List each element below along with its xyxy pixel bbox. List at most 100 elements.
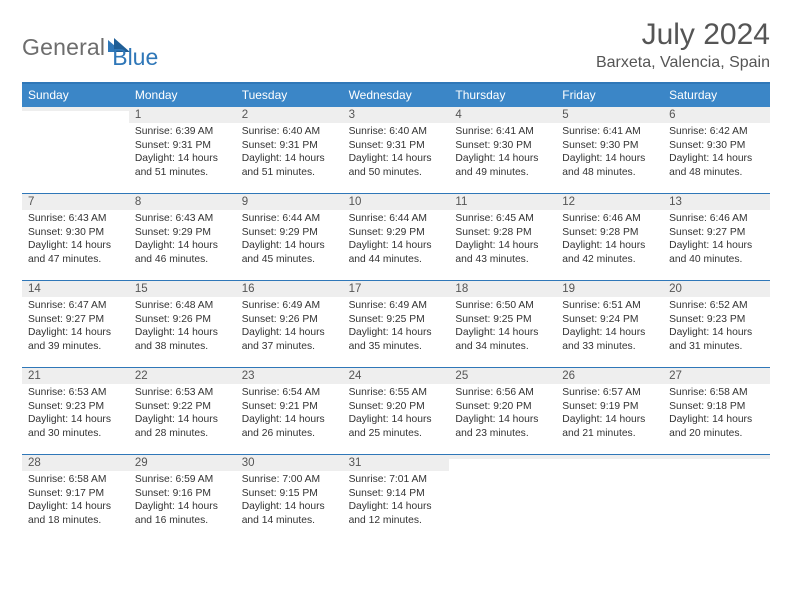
day-number: 26 [556, 368, 663, 384]
sunset-text: Sunset: 9:30 PM [28, 226, 123, 240]
sunset-text: Sunset: 9:25 PM [349, 313, 444, 327]
day-number: 17 [343, 281, 450, 297]
calendar-cell [22, 107, 129, 193]
daylight-text: Daylight: 14 hours and 18 minutes. [28, 500, 123, 527]
sunset-text: Sunset: 9:19 PM [562, 400, 657, 414]
daylight-text: Daylight: 14 hours and 26 minutes. [242, 413, 337, 440]
sunrise-text: Sunrise: 6:40 AM [349, 125, 444, 139]
day-number: 18 [449, 281, 556, 297]
calendar-cell: 8Sunrise: 6:43 AMSunset: 9:29 PMDaylight… [129, 194, 236, 280]
calendar-cell: 15Sunrise: 6:48 AMSunset: 9:26 PMDayligh… [129, 281, 236, 367]
sunrise-text: Sunrise: 6:49 AM [349, 299, 444, 313]
dayname-sat: Saturday [663, 84, 770, 107]
sunset-text: Sunset: 9:18 PM [669, 400, 764, 414]
calendar-cell [556, 455, 663, 541]
sunrise-text: Sunrise: 6:43 AM [28, 212, 123, 226]
daylight-text: Daylight: 14 hours and 45 minutes. [242, 239, 337, 266]
day-details: Sunrise: 6:41 AMSunset: 9:30 PMDaylight:… [449, 123, 556, 183]
sunset-text: Sunset: 9:17 PM [28, 487, 123, 501]
sunset-text: Sunset: 9:29 PM [135, 226, 230, 240]
sunrise-text: Sunrise: 6:53 AM [135, 386, 230, 400]
daylight-text: Daylight: 14 hours and 49 minutes. [455, 152, 550, 179]
calendar-cell: 25Sunrise: 6:56 AMSunset: 9:20 PMDayligh… [449, 368, 556, 454]
day-number: 11 [449, 194, 556, 210]
calendar-cell: 7Sunrise: 6:43 AMSunset: 9:30 PMDaylight… [22, 194, 129, 280]
daylight-text: Daylight: 14 hours and 37 minutes. [242, 326, 337, 353]
day-number: 1 [129, 107, 236, 123]
location-label: Barxeta, Valencia, Spain [596, 54, 770, 72]
calendar-cell: 23Sunrise: 6:54 AMSunset: 9:21 PMDayligh… [236, 368, 343, 454]
sunrise-text: Sunrise: 6:52 AM [669, 299, 764, 313]
day-number: 27 [663, 368, 770, 384]
day-number: 9 [236, 194, 343, 210]
calendar-cell: 16Sunrise: 6:49 AMSunset: 9:26 PMDayligh… [236, 281, 343, 367]
day-details: Sunrise: 6:40 AMSunset: 9:31 PMDaylight:… [236, 123, 343, 183]
day-details: Sunrise: 6:46 AMSunset: 9:27 PMDaylight:… [663, 210, 770, 270]
calendar-cell: 22Sunrise: 6:53 AMSunset: 9:22 PMDayligh… [129, 368, 236, 454]
sunrise-text: Sunrise: 6:41 AM [455, 125, 550, 139]
calendar-cell: 1Sunrise: 6:39 AMSunset: 9:31 PMDaylight… [129, 107, 236, 193]
day-details: Sunrise: 7:01 AMSunset: 9:14 PMDaylight:… [343, 471, 450, 531]
daylight-text: Daylight: 14 hours and 44 minutes. [349, 239, 444, 266]
daylight-text: Daylight: 14 hours and 20 minutes. [669, 413, 764, 440]
sunset-text: Sunset: 9:23 PM [28, 400, 123, 414]
sunrise-text: Sunrise: 6:55 AM [349, 386, 444, 400]
day-details: Sunrise: 6:47 AMSunset: 9:27 PMDaylight:… [22, 297, 129, 357]
day-details: Sunrise: 6:49 AMSunset: 9:25 PMDaylight:… [343, 297, 450, 357]
day-details: Sunrise: 6:43 AMSunset: 9:30 PMDaylight:… [22, 210, 129, 270]
sunset-text: Sunset: 9:30 PM [669, 139, 764, 153]
calendar-cell: 30Sunrise: 7:00 AMSunset: 9:15 PMDayligh… [236, 455, 343, 541]
daylight-text: Daylight: 14 hours and 23 minutes. [455, 413, 550, 440]
calendar-cell: 14Sunrise: 6:47 AMSunset: 9:27 PMDayligh… [22, 281, 129, 367]
sunset-text: Sunset: 9:31 PM [135, 139, 230, 153]
daylight-text: Daylight: 14 hours and 48 minutes. [562, 152, 657, 179]
daylight-text: Daylight: 14 hours and 51 minutes. [135, 152, 230, 179]
sunset-text: Sunset: 9:16 PM [135, 487, 230, 501]
calendar-cell: 20Sunrise: 6:52 AMSunset: 9:23 PMDayligh… [663, 281, 770, 367]
day-details: Sunrise: 6:39 AMSunset: 9:31 PMDaylight:… [129, 123, 236, 183]
calendar-cell: 3Sunrise: 6:40 AMSunset: 9:31 PMDaylight… [343, 107, 450, 193]
daylight-text: Daylight: 14 hours and 16 minutes. [135, 500, 230, 527]
day-number: 16 [236, 281, 343, 297]
day-details: Sunrise: 6:48 AMSunset: 9:26 PMDaylight:… [129, 297, 236, 357]
day-details: Sunrise: 6:40 AMSunset: 9:31 PMDaylight:… [343, 123, 450, 183]
day-number: 28 [22, 455, 129, 471]
sunrise-text: Sunrise: 6:44 AM [242, 212, 337, 226]
day-details: Sunrise: 6:54 AMSunset: 9:21 PMDaylight:… [236, 384, 343, 444]
day-number: 8 [129, 194, 236, 210]
day-details: Sunrise: 6:46 AMSunset: 9:28 PMDaylight:… [556, 210, 663, 270]
sunset-text: Sunset: 9:31 PM [349, 139, 444, 153]
day-number [556, 455, 663, 459]
day-details: Sunrise: 6:56 AMSunset: 9:20 PMDaylight:… [449, 384, 556, 444]
sunrise-text: Sunrise: 6:58 AM [28, 473, 123, 487]
calendar-cell [449, 455, 556, 541]
sunrise-text: Sunrise: 6:53 AM [28, 386, 123, 400]
daylight-text: Daylight: 14 hours and 30 minutes. [28, 413, 123, 440]
sunset-text: Sunset: 9:15 PM [242, 487, 337, 501]
sunrise-text: Sunrise: 6:48 AM [135, 299, 230, 313]
sunrise-text: Sunrise: 6:40 AM [242, 125, 337, 139]
sunset-text: Sunset: 9:26 PM [242, 313, 337, 327]
day-number: 6 [663, 107, 770, 123]
sunrise-text: Sunrise: 6:45 AM [455, 212, 550, 226]
sunset-text: Sunset: 9:29 PM [349, 226, 444, 240]
day-number: 19 [556, 281, 663, 297]
day-number: 31 [343, 455, 450, 471]
page-title: July 2024 [596, 18, 770, 52]
sunrise-text: Sunrise: 6:39 AM [135, 125, 230, 139]
sunset-text: Sunset: 9:14 PM [349, 487, 444, 501]
sunrise-text: Sunrise: 6:54 AM [242, 386, 337, 400]
calendar-cell: 17Sunrise: 6:49 AMSunset: 9:25 PMDayligh… [343, 281, 450, 367]
sunset-text: Sunset: 9:20 PM [455, 400, 550, 414]
calendar-cell: 12Sunrise: 6:46 AMSunset: 9:28 PMDayligh… [556, 194, 663, 280]
brand-part2: Blue [112, 44, 158, 71]
sunset-text: Sunset: 9:28 PM [562, 226, 657, 240]
day-details: Sunrise: 6:52 AMSunset: 9:23 PMDaylight:… [663, 297, 770, 357]
day-header-row: Sunday Monday Tuesday Wednesday Thursday… [22, 84, 770, 107]
day-details: Sunrise: 6:50 AMSunset: 9:25 PMDaylight:… [449, 297, 556, 357]
daylight-text: Daylight: 14 hours and 33 minutes. [562, 326, 657, 353]
sunrise-text: Sunrise: 6:56 AM [455, 386, 550, 400]
day-number: 7 [22, 194, 129, 210]
day-number: 23 [236, 368, 343, 384]
calendar-week: 14Sunrise: 6:47 AMSunset: 9:27 PMDayligh… [22, 280, 770, 367]
